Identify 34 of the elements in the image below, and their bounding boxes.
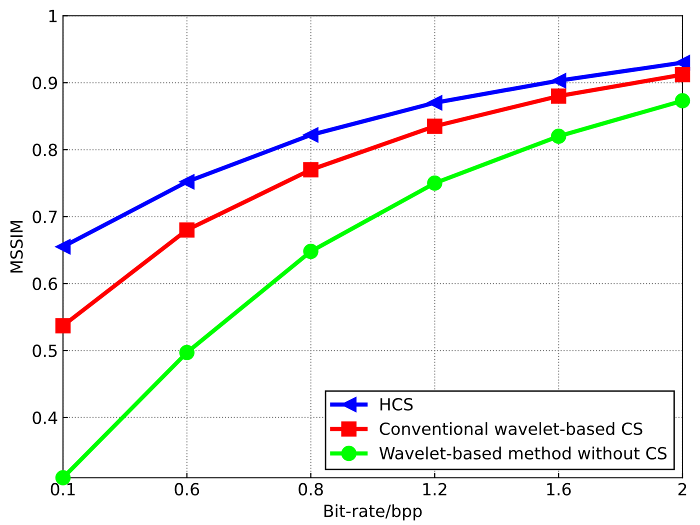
- y-tick-label: 0.8: [32, 144, 57, 156]
- y-tick-label: 0.7: [32, 210, 57, 224]
- point: [303, 162, 318, 178]
- point: [179, 344, 195, 360]
- legend-label: HCS: [380, 398, 413, 411]
- point: [427, 95, 442, 110]
- x-tick-label: 1.2: [423, 482, 446, 496]
- y-tick-label: 0.6: [32, 278, 58, 290]
- y-tick-label: 0.9: [32, 76, 57, 90]
- point: [550, 128, 566, 144]
- x-tick-label: 2: [678, 482, 686, 496]
- x-tick-label: 0.8: [298, 482, 323, 496]
- point: [550, 88, 566, 104]
- point: [550, 73, 566, 88]
- y-axis-title: MSSIM: [10, 220, 23, 273]
- point: [427, 176, 442, 191]
- point: [179, 222, 195, 238]
- y-tick-label: 0.5: [32, 344, 57, 358]
- x-tick-label: 0.6: [174, 482, 200, 496]
- x-axis-title: Bit-rate/bpp: [324, 504, 422, 520]
- y-tick-label: 0.4: [32, 411, 58, 424]
- point: [55, 239, 71, 254]
- legend-label: Wavelet-based method without CS: [379, 446, 667, 460]
- point: [303, 127, 318, 143]
- point: [55, 318, 71, 334]
- point: [674, 67, 690, 82]
- x-tick-label: 0.1: [50, 482, 75, 496]
- point: [179, 174, 195, 190]
- point: [674, 93, 690, 108]
- point: [303, 244, 318, 260]
- y-tick-label: 1: [49, 10, 57, 22]
- point: [427, 118, 442, 134]
- legend-label: Conventional wavelet-based CS: [380, 422, 642, 436]
- x-tick-label: 1.6: [547, 482, 571, 496]
